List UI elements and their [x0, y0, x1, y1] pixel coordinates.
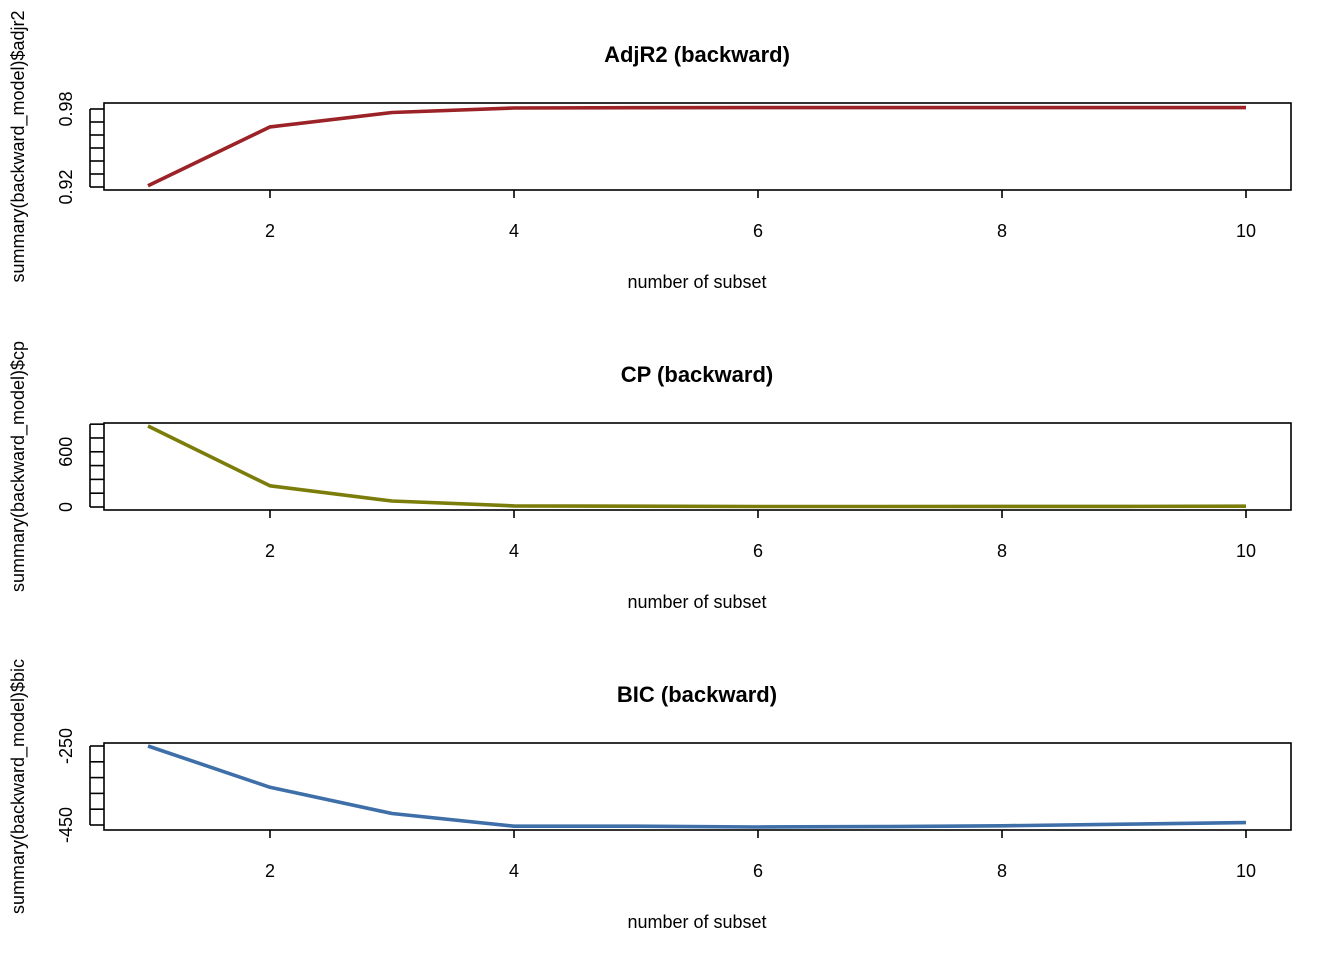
- x-tick-label: 2: [265, 861, 275, 881]
- chart-title: CP (backward): [621, 362, 773, 387]
- chart-title: BIC (backward): [617, 682, 777, 707]
- x-tick-label: 8: [997, 221, 1007, 241]
- y-tick-label: 0.92: [56, 169, 76, 204]
- plot-frame: [103, 422, 1292, 511]
- chart-title: AdjR2 (backward): [604, 42, 790, 67]
- x-tick-label: 4: [509, 541, 519, 561]
- x-tick-label: 10: [1236, 861, 1256, 881]
- panel-1: AdjR2 (backward) 2 4 6 8 10 0.92 0.98 number of …: [8, 10, 1292, 292]
- y-axis-label: summary(backward_model)$cp: [8, 341, 29, 592]
- x-tick-label: 10: [1236, 541, 1256, 561]
- plot-frame: [103, 102, 1292, 191]
- y-tick-label: -250: [56, 728, 76, 764]
- x-tick-label: 10: [1236, 221, 1256, 241]
- x-axis-label: number of subset: [627, 272, 766, 292]
- x-axis-label: number of subset: [627, 912, 766, 932]
- y-tick-label: -450: [56, 807, 76, 843]
- panel-2: CP (backward) 2 4 6 8 10 0 600 number of subset s…: [8, 341, 1292, 612]
- panel-3: BIC (backward) 2 4 6 8 10 -250 -450 number of su…: [8, 659, 1292, 932]
- x-tick-label: 8: [997, 861, 1007, 881]
- x-tick-label: 6: [753, 541, 763, 561]
- x-tick-label: 2: [265, 541, 275, 561]
- y-axis-label: summary(backward_model)$bic: [8, 659, 29, 914]
- plot-frame: [103, 742, 1292, 831]
- x-tick-label: 2: [265, 221, 275, 241]
- y-tick-label: 0: [56, 502, 76, 512]
- y-tick-label: 600: [56, 437, 76, 467]
- series-line: [147, 424, 1247, 509]
- x-tick-label: 4: [509, 221, 519, 241]
- x-tick-label: 4: [509, 861, 519, 881]
- y-tick-label: 0.98: [56, 91, 76, 126]
- x-tick-label: 6: [753, 221, 763, 241]
- y-axis-label: summary(backward_model)$adjr2: [8, 10, 29, 282]
- x-tick-label: 8: [997, 541, 1007, 561]
- series-line: [147, 105, 1246, 188]
- x-tick-label: 6: [753, 861, 763, 881]
- x-axis-label: number of subset: [627, 592, 766, 612]
- series-line: [147, 744, 1247, 829]
